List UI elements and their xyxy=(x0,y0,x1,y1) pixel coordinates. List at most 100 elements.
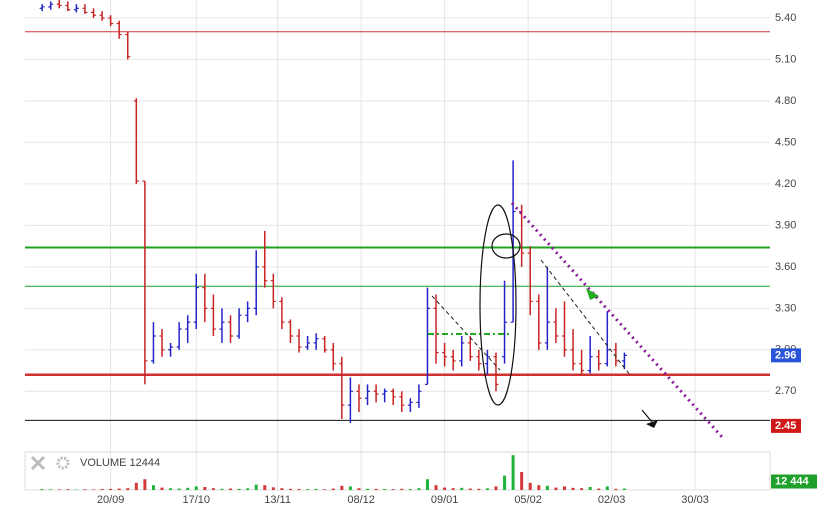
x-tick-label: 08/12 xyxy=(347,494,375,506)
price-bars xyxy=(39,0,627,424)
volume-bar xyxy=(331,488,335,490)
marker-tag: 2.45 xyxy=(775,420,796,432)
volume-bar xyxy=(554,487,558,490)
volume-bar xyxy=(220,488,224,490)
volume-bar xyxy=(314,488,318,490)
volume-bar xyxy=(383,489,387,490)
levels xyxy=(25,31,770,421)
volume-bar xyxy=(503,475,507,490)
volume-bar xyxy=(117,488,121,490)
volume-bar xyxy=(425,479,429,490)
volume-bar xyxy=(49,489,53,490)
volume-bar xyxy=(246,488,250,490)
volume-bar xyxy=(528,482,532,490)
volume-bar xyxy=(271,487,275,490)
volume-bar xyxy=(477,488,481,490)
y-tick-label: 3.60 xyxy=(775,261,796,273)
volume-bar xyxy=(545,485,549,490)
annotations xyxy=(428,201,724,439)
volume-bar xyxy=(366,488,370,490)
x-tick-label: 02/03 xyxy=(598,494,626,506)
settings-icon[interactable] xyxy=(56,456,70,470)
volume-bar xyxy=(580,488,584,490)
volume-bar xyxy=(605,486,609,490)
y-tick-label: 5.40 xyxy=(775,12,796,24)
volume-bar xyxy=(597,488,601,490)
volume-bar xyxy=(263,485,267,490)
trend-line xyxy=(510,201,724,439)
x-tick-label: 17/10 xyxy=(182,494,210,506)
volume-tag: 12 444 xyxy=(775,475,810,487)
y-tick-label: 3.30 xyxy=(775,302,796,314)
toolbar[interactable] xyxy=(30,455,70,471)
volume-bar xyxy=(237,488,241,490)
volume-bar xyxy=(177,488,181,490)
y-tick-label: 4.80 xyxy=(775,95,796,107)
volume-bar xyxy=(374,488,378,490)
volume-bar xyxy=(66,489,70,490)
volume-bar xyxy=(134,482,138,490)
volume-bar xyxy=(622,488,626,490)
trend-line xyxy=(540,259,631,376)
volume-bar xyxy=(186,487,190,490)
volume-bar xyxy=(588,487,592,490)
volume-bar xyxy=(511,455,515,490)
volume-bar xyxy=(297,489,301,490)
volume-bar xyxy=(520,472,524,490)
volume-value: 12444 xyxy=(130,457,161,469)
volume-bar xyxy=(562,486,566,490)
volume-bar xyxy=(340,485,344,490)
volume-name: VOLUME xyxy=(80,457,126,469)
x-tick-label: 13/11 xyxy=(264,494,291,506)
x-tick-label: 20/09 xyxy=(97,494,125,506)
ellipse xyxy=(491,233,521,259)
volume-bar xyxy=(109,488,113,490)
volume-tag-bg xyxy=(771,474,817,489)
volume-bar xyxy=(460,487,464,490)
y-tick-label: 3.90 xyxy=(775,219,796,231)
volume-bar xyxy=(485,488,489,490)
volume-bar xyxy=(100,489,104,490)
volume-bar xyxy=(57,489,61,490)
volume-bar xyxy=(571,487,575,490)
price-tag-bg xyxy=(771,348,801,363)
volume-bar xyxy=(323,489,327,490)
arrow xyxy=(586,288,599,300)
x-tick-label: 09/01 xyxy=(431,494,459,506)
volume-bar xyxy=(40,489,44,490)
volume-bar xyxy=(417,488,421,490)
y-tick-label: 2.70 xyxy=(775,385,796,397)
volume-bar xyxy=(306,489,310,490)
volume-panel xyxy=(24,451,771,491)
volume-bar xyxy=(537,485,541,490)
volume-bar xyxy=(408,489,412,490)
volume-bar xyxy=(92,489,96,490)
volume-bar xyxy=(288,488,292,490)
volume-bar xyxy=(151,485,155,490)
volume-bar xyxy=(211,488,215,490)
volume-bar xyxy=(400,488,404,490)
volume-bar xyxy=(143,479,147,490)
arrow xyxy=(641,409,653,423)
y-tick-label: 4.20 xyxy=(775,178,796,190)
volume-bar xyxy=(229,488,233,490)
y-tick-label: 5.10 xyxy=(775,53,796,65)
volume-bar xyxy=(254,484,258,490)
price-tag: 2.96 xyxy=(775,349,796,361)
volume-bar xyxy=(494,486,498,490)
volume-bar xyxy=(614,488,618,490)
volume-bar xyxy=(169,488,173,490)
volume-bar xyxy=(443,487,447,490)
volume-bar xyxy=(280,488,284,490)
volume-bar xyxy=(451,488,455,490)
x-tick-label: 05/02 xyxy=(514,494,542,506)
x-tick-label: 30/03 xyxy=(681,494,709,506)
volume-bar xyxy=(126,488,130,490)
volume-bar xyxy=(357,488,361,490)
volume-bar xyxy=(391,489,395,490)
arrow xyxy=(646,420,658,428)
close-icon[interactable] xyxy=(30,455,46,471)
volume-bar xyxy=(160,487,164,490)
